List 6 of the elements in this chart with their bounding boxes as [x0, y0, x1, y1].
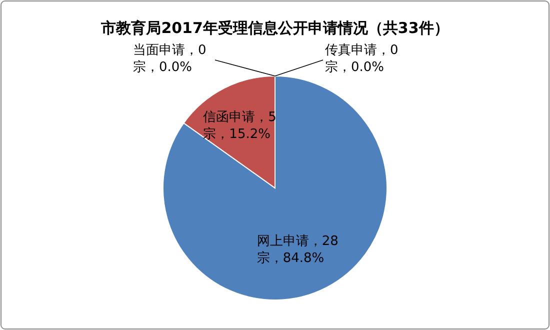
slice-label: 网上申请，28宗，84.8% [256, 232, 340, 267]
text: 宗，0.0% [133, 60, 192, 75]
legend-label: 传真申请，0宗，0.0% [325, 42, 400, 76]
category-label: 当面申请，0 [133, 43, 206, 58]
pie-slice [162, 76, 388, 300]
chart-title: 市教育局2017年受理信息公开申请情况（共33件） [100, 19, 449, 37]
